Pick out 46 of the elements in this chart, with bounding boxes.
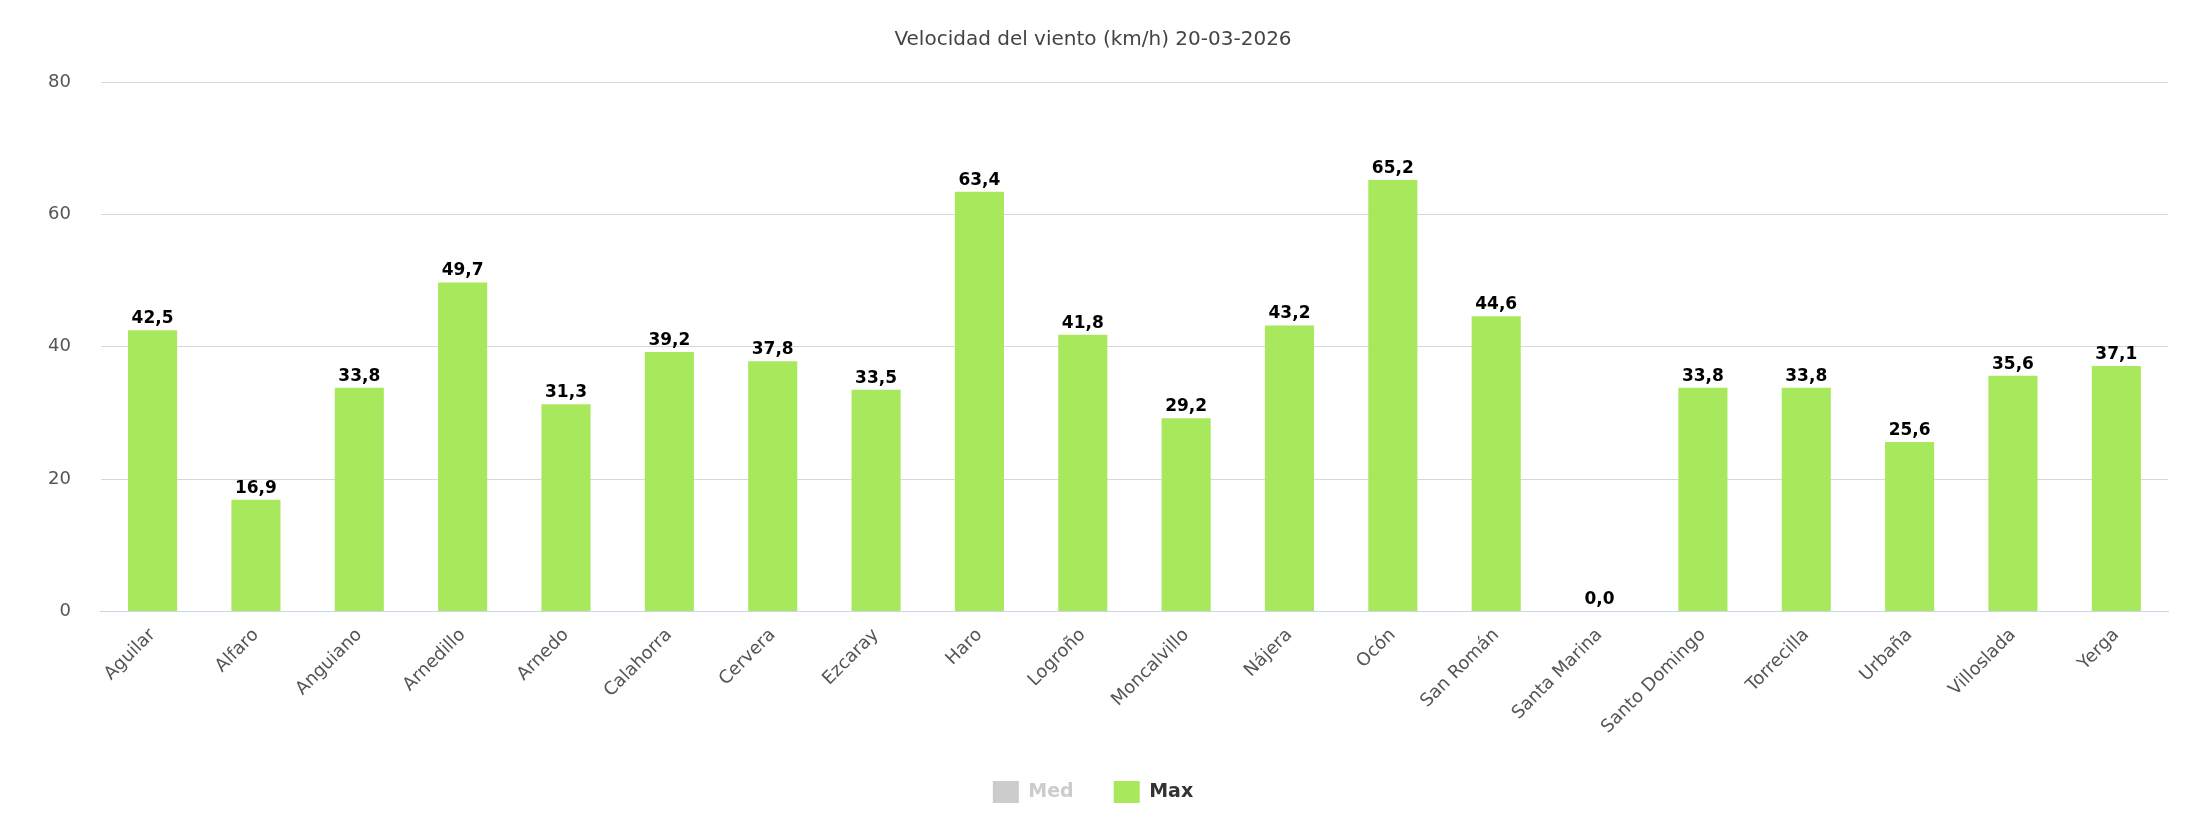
y-tick-label: 60 [48,202,71,224]
data-label: 44,6 [1475,293,1518,314]
data-label: 16,9 [234,476,277,497]
bar [1885,442,1935,611]
bar [1678,387,1728,611]
y-tick-label: 20 [48,466,71,488]
data-label: 37,1 [2095,342,2138,363]
data-label: 33,8 [1785,364,1828,385]
data-label: 35,6 [1991,352,2034,373]
bar [644,352,694,611]
data-label: 49,7 [441,259,484,280]
bar [748,361,798,611]
data-label: 43,2 [1268,302,1311,323]
bar [1368,179,1418,611]
legend-label: Max [1149,778,1194,801]
data-label: 37,8 [751,338,794,359]
bar [231,499,281,611]
data-label: 65,2 [1371,156,1414,177]
bar [1781,387,1831,611]
bar [1264,325,1315,611]
bar [1058,334,1108,611]
bar [2091,365,2141,611]
data-label: 31,3 [545,381,587,402]
bar [954,191,1004,611]
y-tick-label: 40 [48,334,71,356]
bar [541,404,591,611]
data-label: 29,2 [1165,395,1208,416]
y-tick-label: 80 [48,69,71,91]
bar [1988,375,2038,611]
data-label: 25,6 [1888,418,1931,439]
data-label: 63,4 [958,168,1001,189]
data-label: 42,5 [131,307,174,328]
bar [438,282,488,611]
data-label: 0,0 [1584,588,1615,609]
bar [128,330,178,611]
chart-title: Velocidad del viento (km/h) 20-03-2026 [894,26,1292,51]
bar [334,387,384,611]
bar [1471,316,1521,611]
data-label: 33,8 [338,364,381,385]
y-tick-label: 0 [59,599,71,621]
data-label: 39,2 [648,328,691,349]
data-label: 33,8 [1681,364,1724,385]
data-label: 33,5 [855,366,898,387]
bar [1161,418,1211,611]
bar [851,389,901,611]
data-label: 41,8 [1061,311,1104,332]
